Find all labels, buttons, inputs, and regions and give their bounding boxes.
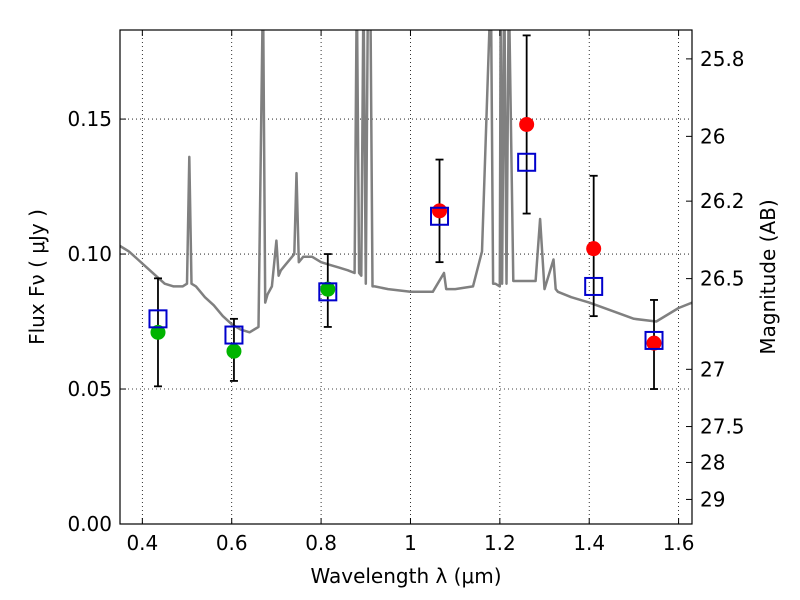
x-tick-label: 0.8 — [305, 531, 337, 555]
y-tick-label: 0.10 — [67, 242, 112, 266]
red-point — [646, 335, 662, 351]
ticks-group: 0.4 0.6 0.8 1 1.2 1.4 1.6 0.00 0.05 0.10 0.15 25.8 2… — [67, 30, 745, 555]
x-tick-label: 0.4 — [126, 531, 158, 555]
model-square — [224, 325, 244, 345]
y-tick-label: 0.15 — [67, 107, 112, 131]
model-square — [318, 282, 338, 302]
green-point — [320, 281, 336, 297]
right-tick-label: 26 — [700, 124, 725, 148]
x-tick-label: 1 — [404, 531, 417, 555]
green-point — [226, 343, 242, 359]
green-point — [150, 324, 166, 340]
right-tick-label: 28 — [700, 450, 725, 474]
model-square — [644, 330, 664, 350]
model-square — [148, 309, 168, 329]
points-group — [148, 116, 664, 359]
right-tick-label: 27 — [700, 357, 725, 381]
right-tick-label: 26.5 — [700, 267, 745, 291]
right-tick-label: 25.8 — [700, 47, 745, 71]
sed-line-group — [120, 30, 692, 334]
model-square — [517, 152, 537, 172]
model-square — [430, 206, 450, 226]
x-tick-label: 1.4 — [573, 531, 605, 555]
red-point — [432, 203, 448, 219]
y-tick-label: 0.05 — [67, 377, 112, 401]
y-tick-label: 0.00 — [67, 512, 112, 536]
x-tick-label: 1.2 — [484, 531, 516, 555]
errorbar-group — [153, 34, 659, 390]
x-tick-label: 1.6 — [663, 531, 695, 555]
grid-lines — [120, 30, 692, 525]
right-tick-label: 29 — [700, 487, 725, 511]
y-axis-label: Flux Fν ( μJy ) — [25, 209, 49, 345]
x-axis-label: Wavelength λ (μm) — [310, 564, 501, 588]
sed-line — [120, 30, 692, 334]
plot-frame — [119, 29, 693, 525]
red-point — [586, 241, 602, 257]
right-tick-label: 27.5 — [700, 415, 745, 439]
right-axis-label: Magnitude (AB) — [756, 199, 780, 354]
right-tick-label: 26.2 — [700, 189, 745, 213]
x-tick-label: 0.6 — [216, 531, 248, 555]
red-point — [519, 116, 535, 132]
model-square — [584, 276, 604, 296]
